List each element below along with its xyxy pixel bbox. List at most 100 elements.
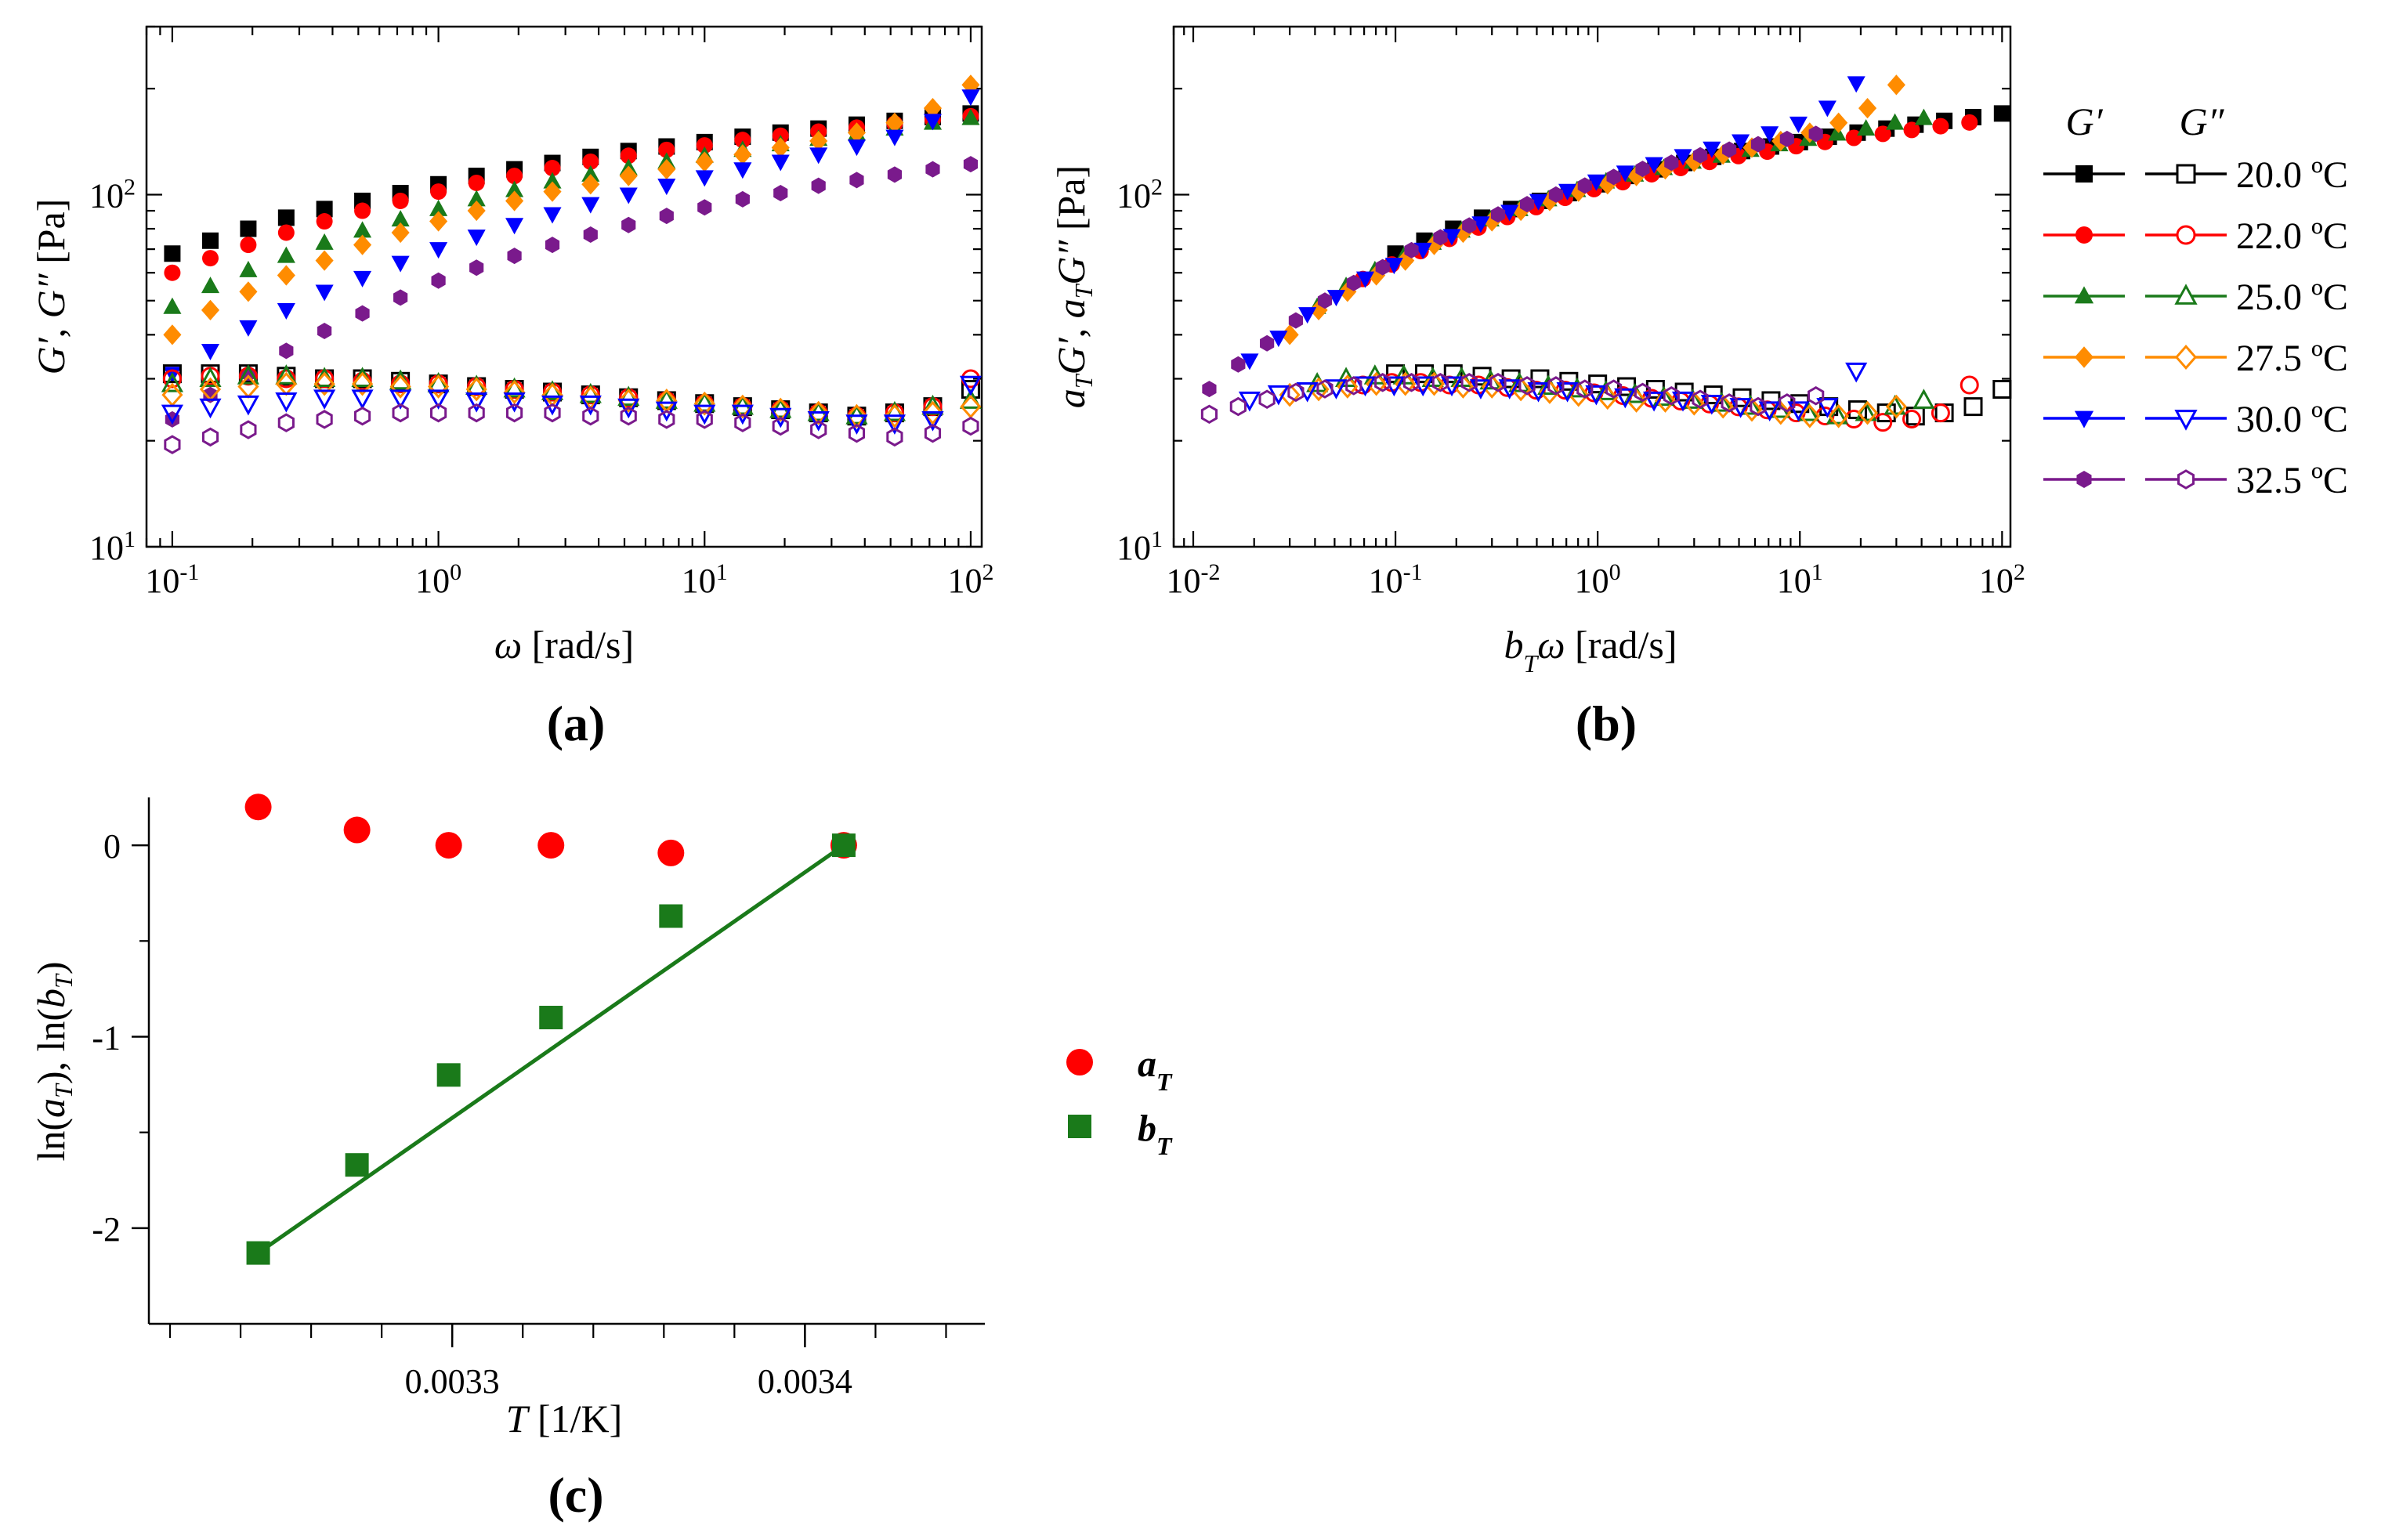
- panel-b-point: [1960, 375, 1979, 395]
- legend-label: 30.0 ºC: [2236, 399, 2348, 440]
- panel-a-point: [428, 374, 450, 399]
- panel-c-y-tick-label: -2: [92, 1210, 121, 1249]
- panel-a-point: [655, 389, 678, 409]
- panel-a-point: [849, 172, 864, 189]
- panel-a-point: [543, 172, 562, 189]
- panel-a-point: [847, 122, 867, 143]
- panel-b-point: [1576, 379, 1594, 399]
- panel-b-point: [1433, 229, 1448, 246]
- panel-b-point: [1732, 134, 1750, 151]
- panel-a-point: [317, 323, 332, 340]
- panel-b-point: [1500, 204, 1519, 222]
- panel-a-point: [275, 392, 298, 413]
- panel-a-point: [277, 265, 295, 286]
- panel-c-point-bT: [345, 1153, 369, 1177]
- panel-b-point: [1721, 393, 1738, 413]
- panel-b-point: [1231, 356, 1246, 373]
- temperature-legend: G′ G″ 20.0 ºC 22.0 ºC 25.0 ºC 27.5 ºC 30.0 ºC 3…: [2043, 99, 2348, 501]
- panel-a-y-axis-title: G′, G″ [Pa]: [29, 199, 73, 375]
- panel-b-point: [1238, 391, 1261, 412]
- panel-a-x-tick-label: 10-1: [145, 559, 199, 601]
- panel-a-point: [279, 342, 294, 360]
- panel-b-point: [1547, 376, 1565, 396]
- panel-c-x-tick-label: 0.0033: [405, 1362, 500, 1401]
- panel-a-point: [617, 398, 640, 419]
- panel-b-point: [1674, 149, 1692, 166]
- panel-c-point-aT: [343, 816, 371, 844]
- panel-a-point: [240, 237, 257, 254]
- panel-a-point: [201, 427, 219, 447]
- panel-a-point: [696, 137, 713, 154]
- panel-a-point: [277, 209, 295, 226]
- panel-a-point: [658, 141, 675, 158]
- panel-a-point: [621, 216, 636, 233]
- panel-a-point: [961, 89, 980, 107]
- panel-b-point: [1932, 117, 1949, 135]
- panel-c-x-axis-title: T [1/K]: [506, 1397, 623, 1441]
- panel-b-point: [1614, 388, 1637, 409]
- panel-a-point: [583, 226, 598, 244]
- panel-b-x-tick-label: 10-1: [1369, 559, 1423, 601]
- panel-b-point: [1886, 113, 1905, 130]
- panel-a-point: [921, 400, 944, 425]
- panel-a-point: [353, 406, 371, 426]
- panel-a-point: [164, 245, 181, 262]
- panel-a-point: [392, 403, 409, 423]
- panel-a-point: [465, 377, 487, 402]
- panel-a-point: [733, 144, 752, 165]
- panel-a-point: [237, 364, 260, 385]
- panel-a-point: [772, 416, 789, 436]
- panel-b-frame: [1172, 25, 2012, 548]
- panel-a-point: [923, 97, 943, 119]
- panel-a-point: [581, 197, 600, 214]
- panel-b-point: [1308, 377, 1330, 402]
- panel-a-x-axis-title: ω [rad/s]: [494, 623, 634, 667]
- panel-b-point: [1634, 382, 1652, 403]
- panel-c-chart: 0.0033 0.0034 0 -1 -2 T [1/K] ln(aT), ln(bT) aT…: [29, 793, 1173, 1441]
- panel-a-y-tick-label: 102: [89, 174, 136, 215]
- panel-a-point: [962, 416, 979, 436]
- panel-a-point: [655, 401, 678, 422]
- panel-b-point: [1260, 334, 1275, 352]
- panel-c-y-tick-label: -1: [92, 1018, 121, 1057]
- panel-b-point: [1858, 97, 1877, 119]
- panel-a-point: [884, 403, 906, 428]
- legend-marker-gdoubleprime: [2174, 284, 2198, 305]
- panel-a-point: [199, 398, 222, 419]
- panel-a-point: [924, 423, 942, 443]
- legend-marker-gprime: [2074, 286, 2094, 304]
- panel-b-point: [1635, 161, 1650, 178]
- panel-a-point: [316, 213, 333, 230]
- panel-a-point: [923, 114, 943, 131]
- panel-b-y-tick-label: 102: [1116, 174, 1163, 215]
- legend-marker-gdoubleprime: [2174, 344, 2198, 371]
- panel-a-point: [353, 234, 372, 255]
- legend-label: 25.0 ºC: [2236, 277, 2348, 318]
- panel-a-point: [353, 221, 372, 238]
- panel-c-point-bT: [659, 904, 683, 928]
- panel-b-point: [1847, 76, 1865, 93]
- panel-a-point: [351, 389, 374, 410]
- panel-c-point-bT: [831, 833, 856, 858]
- panel-a-point: [921, 410, 944, 432]
- panel-a-point: [239, 320, 258, 337]
- panel-b-point: [1229, 396, 1247, 417]
- panel-b-point: [1258, 389, 1276, 409]
- panel-b-point: [1643, 391, 1666, 412]
- panel-b-x-tick-label: 10-2: [1167, 559, 1221, 601]
- panel-b-point: [1857, 400, 1879, 425]
- panel-c-legend-label: bT: [1138, 1108, 1173, 1160]
- legend-header-gprime: G′: [2065, 99, 2103, 143]
- panel-b-x-tick-label: 100: [1575, 559, 1621, 601]
- panel-a-point: [355, 305, 370, 322]
- panel-a-point: [811, 177, 826, 194]
- panel-a-point: [430, 183, 447, 201]
- panel-a-point: [389, 374, 411, 399]
- panel-b-point: [1845, 129, 1862, 146]
- panel-b-point: [1750, 396, 1767, 417]
- panel-a-point: [506, 168, 523, 185]
- panel-label-a: (a): [547, 696, 606, 751]
- panel-a-point: [429, 211, 448, 232]
- panel-a-point: [161, 371, 184, 392]
- panel-a-point: [959, 389, 982, 409]
